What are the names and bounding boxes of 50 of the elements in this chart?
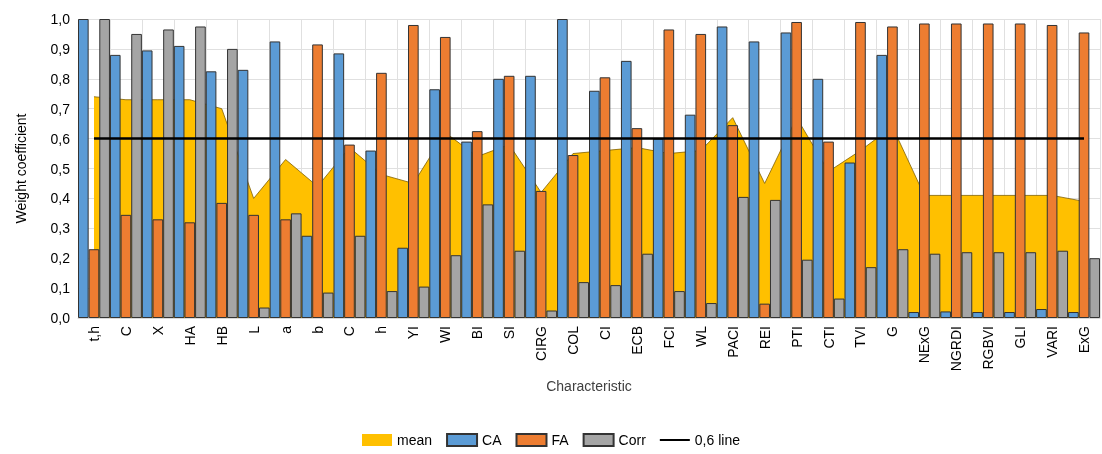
x-tick-label: G <box>884 326 901 337</box>
x-tick-label: L <box>245 325 262 334</box>
x-tick-label: WL <box>692 325 709 347</box>
y-tick-label: 0,1 <box>50 280 71 297</box>
x-tick-label: GLI <box>1012 326 1029 349</box>
y-tick-label: 0,2 <box>50 250 71 267</box>
x-tick-label: PACI <box>724 326 741 358</box>
x-tick-label: COL <box>565 325 582 355</box>
x-tick-label: TVI <box>852 326 869 348</box>
y-tick-label: 0,4 <box>50 190 71 207</box>
legend-label: FA <box>551 432 570 448</box>
x-tick-label: h <box>373 326 390 334</box>
x-tick-label: NGRDI <box>948 326 965 372</box>
y-tick-label: 0,9 <box>50 40 71 57</box>
y-tick-label: 0,0 <box>50 310 71 326</box>
x-tick-label: FCI <box>660 326 677 349</box>
x-tick-label: RGBVI <box>980 326 997 370</box>
x-tick-label: t,h <box>85 326 102 342</box>
x-tick-label: REI <box>756 326 773 350</box>
y-tick-label: 0,8 <box>50 70 71 87</box>
x-tick-label: SI <box>501 326 518 340</box>
x-tick-label: CTI <box>820 326 837 349</box>
x-tick-label: WI <box>437 326 454 344</box>
y-tick-label: 0,5 <box>50 160 71 177</box>
y-tick-label: 1,0 <box>50 11 71 27</box>
y-tick-label: 0,7 <box>50 100 71 117</box>
x-tick-label: BI <box>469 326 486 340</box>
legend-label: 0,6 line <box>694 432 741 448</box>
x-tick-label: ECB <box>628 326 645 355</box>
legend-label: Corr <box>618 432 647 448</box>
legend-label: mean <box>397 432 433 448</box>
x-tick-label: HA <box>181 325 198 346</box>
x-tick-label: CI <box>596 326 613 340</box>
x-tick-label: PTI <box>788 326 805 348</box>
y-axis-title: Weight coefficient <box>13 113 29 224</box>
legend-label: CA <box>482 432 503 448</box>
x-tick-label: a <box>277 325 294 334</box>
x-tick-label: C <box>341 326 358 337</box>
x-tick-label: CIRG <box>533 326 550 361</box>
y-tick-label: 0,3 <box>50 220 71 237</box>
x-tick-label: VARI <box>1044 326 1061 358</box>
x-axis-title: Characteristic <box>546 378 632 395</box>
x-tick-label: ExG <box>1076 326 1093 354</box>
x-tick-label: HB <box>213 326 230 346</box>
x-tick-label: YI <box>405 326 422 340</box>
y-tick-label: 0,6 <box>50 130 71 147</box>
x-tick-label: C <box>117 326 134 337</box>
x-tick-label: b <box>309 325 326 334</box>
x-tick-label: X <box>149 325 166 336</box>
x-tick-label: NExG <box>916 326 933 364</box>
